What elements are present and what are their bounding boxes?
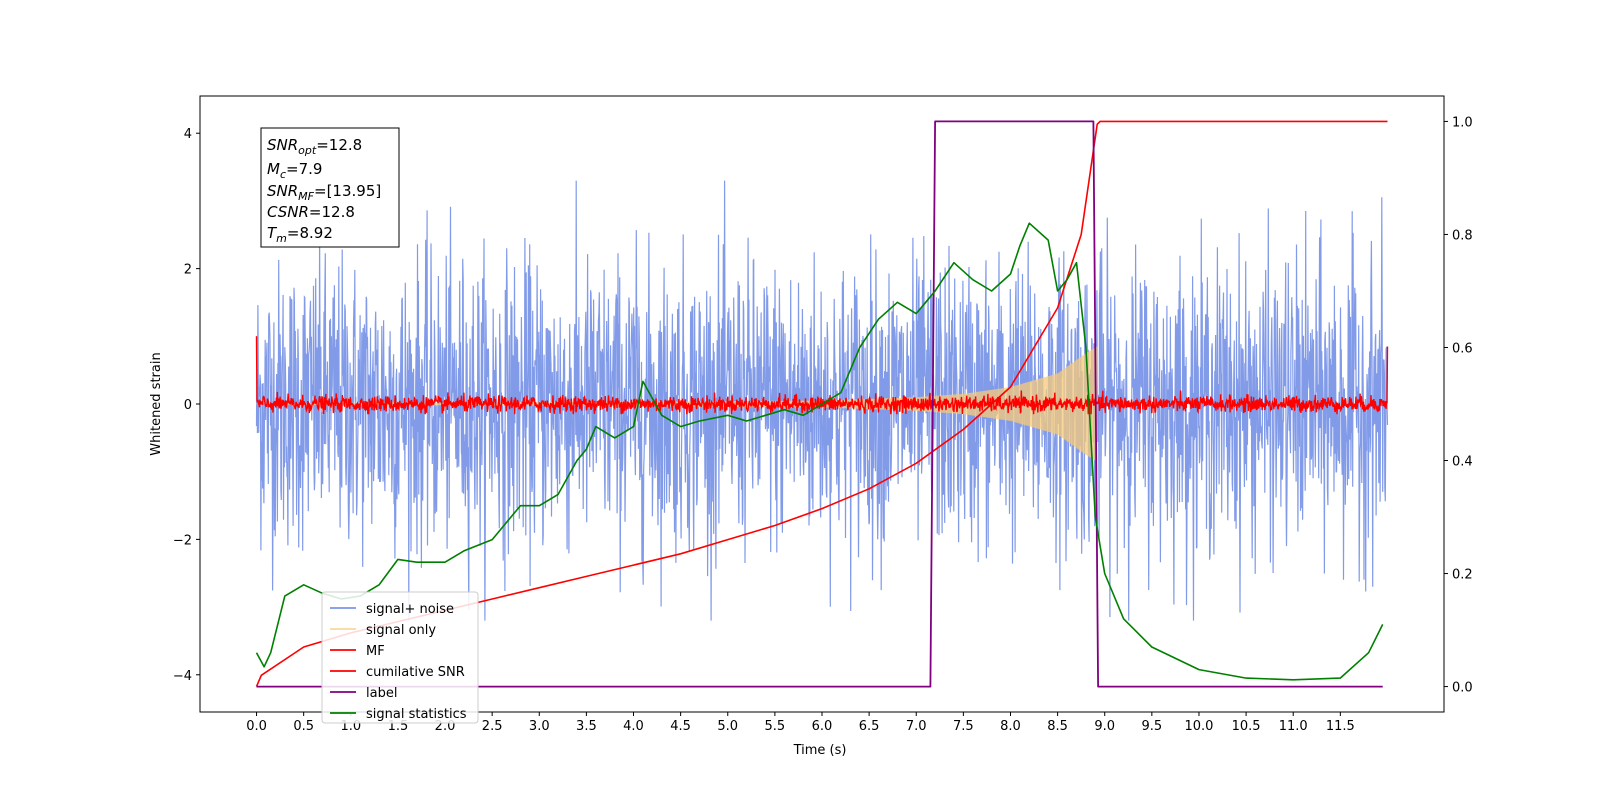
legend-label: cumilative SNR: [366, 665, 465, 680]
y2-tick-label: 0.2: [1452, 568, 1473, 583]
x-tick-label: 10.5: [1232, 719, 1261, 734]
info-snr-mf: SNRMF=[13.95]: [267, 182, 381, 203]
label-line: [256, 120, 1383, 688]
info-csnr: CSNR=12.8: [267, 203, 355, 221]
y-tick-label: 2: [184, 263, 192, 278]
y2-tick-label: 0.6: [1452, 341, 1473, 356]
legend: signal+ noise signal only MF cumilative SNR…: [321, 591, 479, 724]
legend-frame: [321, 591, 479, 724]
legend-label: signal statistics: [366, 707, 467, 722]
x-tick-label: 4.0: [623, 719, 644, 734]
x-axis-label: Time (s): [793, 743, 847, 758]
x-tick-label: 11.0: [1279, 719, 1308, 734]
label-series: [256, 120, 1383, 688]
info-mc-value: =7.9: [286, 160, 322, 178]
mf-line: [255, 336, 1389, 415]
x-tick-label: 0.5: [293, 719, 314, 734]
y-axis-label: Whitened strain: [149, 352, 164, 455]
legend-label: signal+ noise: [366, 602, 454, 617]
x-tick-label: 9.5: [1142, 719, 1163, 734]
x-tick-label: 6.0: [812, 719, 833, 734]
signal-statistics-series: [255, 222, 1384, 681]
x-tick-label: 6.5: [859, 719, 880, 734]
info-mc: Mc=7.9: [267, 160, 322, 181]
x-tick-label: 0.0: [246, 719, 267, 734]
mf-series: [255, 336, 1389, 415]
x-tick-label: 9.0: [1094, 719, 1115, 734]
x-tick-label: 8.5: [1047, 719, 1068, 734]
legend-label: signal only: [366, 623, 436, 638]
y-tick-label: 0: [184, 398, 192, 413]
y-tick-label: −2: [173, 533, 192, 548]
y-axis-left: 4 2 0 −2 −4: [173, 127, 200, 684]
x-tick-label: 7.5: [953, 719, 974, 734]
y2-tick-label: 0.8: [1452, 228, 1473, 243]
info-box: SNRopt=12.8 Mc=7.9 SNRMF=[13.95] CSNR=12…: [260, 127, 400, 248]
info-snr-mf-value: =[13.95]: [314, 182, 381, 200]
info-csnr-value: =12.8: [309, 203, 355, 221]
y-tick-label: 4: [184, 127, 192, 142]
info-snr-opt: SNRopt=12.8: [267, 136, 362, 157]
legend-label: label: [366, 686, 397, 701]
x-tick-label: 5.0: [717, 719, 738, 734]
legend-label: MF: [366, 644, 385, 659]
x-tick-label: 11.5: [1326, 719, 1355, 734]
x-tick-label: 7.0: [906, 719, 927, 734]
y-axis-right: 1.0 0.8 0.6 0.4 0.2 0.0: [1444, 115, 1473, 696]
x-tick-label: 8.0: [1000, 719, 1021, 734]
x-tick-label: 4.5: [670, 719, 691, 734]
info-box-frame: [260, 127, 400, 248]
x-tick-label: 3.5: [576, 719, 597, 734]
signal-statistics-line: [255, 222, 1384, 681]
info-tm-value: =8.92: [287, 224, 333, 242]
y2-tick-label: 0.4: [1452, 455, 1473, 470]
info-tm: Tm=8.92: [267, 224, 333, 245]
x-tick-label: 2.5: [482, 719, 503, 734]
info-snr-opt-value: =12.8: [316, 136, 362, 154]
signal-noise-line: [255, 180, 1389, 621]
x-tick-label: 10.0: [1184, 719, 1213, 734]
x-tick-label: 5.5: [765, 719, 786, 734]
signal-noise-series: [255, 180, 1389, 621]
y2-tick-label: 1.0: [1452, 115, 1473, 130]
x-tick-label: 3.0: [529, 719, 550, 734]
y2-tick-label: 0.0: [1452, 681, 1473, 696]
y-tick-label: −4: [173, 669, 192, 684]
